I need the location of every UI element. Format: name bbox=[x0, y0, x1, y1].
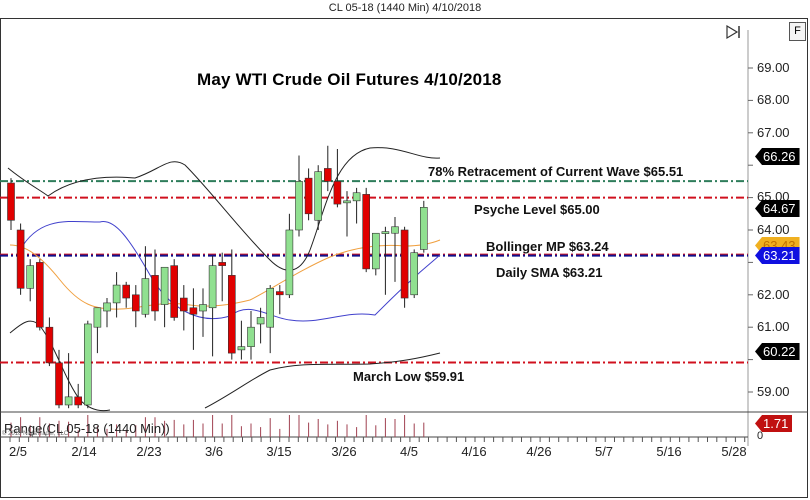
y-tick-label: 68.00 bbox=[757, 92, 790, 107]
x-tick-label: 2/14 bbox=[71, 444, 97, 459]
bb-mid-price-tag: 63.21 bbox=[755, 247, 800, 264]
candle bbox=[256, 317, 265, 325]
x-tick-label: 3/6 bbox=[204, 444, 224, 459]
candle bbox=[84, 323, 92, 406]
candle bbox=[93, 307, 102, 328]
candle bbox=[419, 207, 428, 250]
y-tick-label: 69.00 bbox=[757, 60, 790, 75]
candle bbox=[410, 252, 419, 296]
candle bbox=[247, 326, 255, 347]
y-tick-label: 67.00 bbox=[757, 125, 790, 140]
y-tick-label: 61.00 bbox=[757, 319, 790, 334]
candle bbox=[237, 346, 246, 351]
candle bbox=[112, 284, 121, 304]
candle bbox=[45, 326, 54, 364]
range-value-tag: 1.71 bbox=[755, 415, 793, 432]
candle bbox=[275, 291, 284, 296]
chart-frame bbox=[0, 18, 808, 498]
annotation-psyche-level: Psyche Level $65.00 bbox=[474, 202, 600, 217]
x-tick-label: 4/16 bbox=[461, 444, 487, 459]
candle bbox=[218, 262, 226, 266]
annotation-retracement: 78% Retracement of Current Wave $65.51 bbox=[428, 164, 684, 179]
last-price-tag: 64.67 bbox=[755, 200, 800, 217]
copyright: © 2018 NinjaTrader, LLC bbox=[2, 431, 69, 437]
candle bbox=[343, 200, 351, 204]
candle bbox=[352, 192, 361, 202]
candle bbox=[285, 229, 294, 296]
candle bbox=[208, 265, 217, 309]
y-tick-label: 59.00 bbox=[757, 384, 790, 399]
y-tick-label: 62.00 bbox=[757, 287, 790, 302]
candle bbox=[7, 182, 15, 221]
x-tick-label: 4/26 bbox=[526, 444, 552, 459]
x-tick-label: 3/15 bbox=[266, 444, 292, 459]
x-tick-label: 3/26 bbox=[331, 444, 357, 459]
candle bbox=[371, 232, 380, 270]
x-tick-label: 5/28 bbox=[721, 444, 747, 459]
annotation-daily-sma: Daily SMA $63.21 bbox=[496, 265, 603, 280]
x-tick-label: 2/23 bbox=[136, 444, 162, 459]
x-tick-label: 5/16 bbox=[656, 444, 682, 459]
candle bbox=[304, 177, 313, 215]
candle bbox=[64, 396, 73, 406]
x-tick-label: 4/5 bbox=[399, 444, 419, 459]
x-tick-label: 5/7 bbox=[594, 444, 614, 459]
candle bbox=[16, 229, 25, 289]
candle bbox=[122, 284, 130, 299]
candle bbox=[362, 194, 371, 270]
annotation-march-low: March Low $59.91 bbox=[353, 369, 465, 384]
candle bbox=[26, 265, 35, 289]
candle bbox=[391, 226, 399, 234]
candle bbox=[228, 275, 236, 354]
candle bbox=[180, 297, 188, 312]
bb-lower-price-tag: 60.22 bbox=[755, 343, 800, 360]
candle bbox=[132, 294, 140, 312]
candle bbox=[333, 181, 342, 205]
candle bbox=[151, 275, 159, 312]
annotation-bollinger-mp: Bollinger MP $63.24 bbox=[486, 239, 609, 254]
candle bbox=[103, 302, 111, 312]
candle bbox=[35, 262, 44, 328]
x-tick-label: 2/5 bbox=[8, 444, 28, 459]
candle bbox=[295, 181, 303, 231]
candle bbox=[160, 266, 169, 305]
candle bbox=[400, 229, 409, 299]
candle bbox=[199, 304, 207, 312]
chart-title: May WTI Crude Oil Futures 4/10/2018 bbox=[197, 70, 502, 89]
candle bbox=[314, 171, 323, 221]
skip-to-end-icon bbox=[726, 24, 740, 40]
candle bbox=[381, 231, 390, 234]
candle bbox=[189, 307, 198, 315]
f-button[interactable]: F bbox=[789, 22, 806, 41]
candle bbox=[141, 278, 150, 315]
range-panel-label: Range(CL 05-18 (1440 Min)) bbox=[4, 421, 170, 436]
candle bbox=[74, 396, 82, 406]
y-tick-label: 64.00 bbox=[757, 222, 790, 237]
candle bbox=[266, 288, 275, 328]
bb-upper-price-tag: 66.26 bbox=[755, 148, 800, 165]
candle bbox=[323, 168, 332, 182]
scroll-to-end-button[interactable] bbox=[725, 24, 743, 40]
range-zero-label: 0 bbox=[757, 430, 764, 442]
candle bbox=[170, 265, 178, 318]
window-title: CL 05-18 (1440 Min) 4/10/2018 bbox=[328, 2, 482, 14]
candle bbox=[55, 362, 63, 406]
